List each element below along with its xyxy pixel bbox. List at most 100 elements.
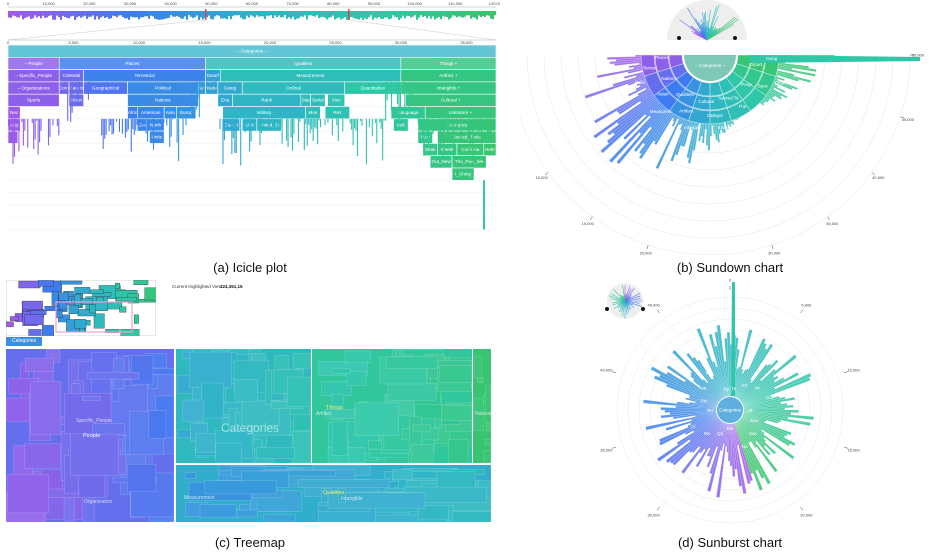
overview-bar <box>274 11 277 16</box>
overview-bar <box>250 11 253 16</box>
minimap-cell <box>96 296 104 303</box>
overview-bar <box>62 11 65 16</box>
icicle-label: Dwarf <box>207 73 220 78</box>
treemap-cell <box>473 397 484 431</box>
icicle-row: – Specific_People Celestial Terrestrial Dwa… <box>7 69 497 83</box>
overview-bar <box>160 11 163 20</box>
icicle-leaf <box>182 118 184 135</box>
icicle-leaf <box>314 118 316 128</box>
overview-bar <box>430 11 433 19</box>
icicle-leaf <box>280 118 282 127</box>
icicle-leaf <box>411 81 413 101</box>
overview-bar <box>418 11 421 18</box>
overview-bar <box>20 11 23 16</box>
minimap-cell <box>58 314 71 323</box>
overview-bar <box>340 11 343 20</box>
treemap-main[interactable] <box>6 349 491 522</box>
overview-bar <box>118 11 121 16</box>
icicle-leaf <box>308 118 310 125</box>
overview-bar <box>488 11 491 16</box>
sundown-center <box>684 55 736 81</box>
overview-bar <box>254 11 257 18</box>
detail-tick: 5,000 <box>68 40 79 45</box>
overview-bar <box>232 11 235 16</box>
sundown-tick-mark <box>827 216 831 221</box>
minimap-cell <box>6 321 14 327</box>
treemap-cell <box>177 429 191 438</box>
overview-bar <box>398 11 401 20</box>
icicle-leaf <box>297 118 299 143</box>
icicle-leaf <box>142 118 144 128</box>
sundown-root-label: – Categories – <box>695 63 725 68</box>
icicle-leaf <box>312 118 314 142</box>
icicle-label: Nec <box>10 110 19 115</box>
icicle-row: Out_New The_Five_We <box>429 155 487 169</box>
overview-bar <box>404 11 407 19</box>
icicle-leaf <box>438 118 440 148</box>
sundown-long-spike <box>750 55 920 63</box>
icicle-leaf <box>222 118 224 164</box>
overview-bar <box>12 11 15 16</box>
sunburst-mini-ray <box>610 293 626 302</box>
icicle-leaf <box>447 118 449 138</box>
sunburst-wedge <box>686 352 722 400</box>
treemap-cell <box>189 351 232 388</box>
overview-bar <box>294 11 297 20</box>
icicle-label: – Specific_People <box>15 73 52 78</box>
icicle-leaf <box>331 118 333 136</box>
overview-bar <box>240 11 243 18</box>
icicle-leaf <box>382 118 384 161</box>
icicle-label: Res <box>333 110 342 115</box>
sundown-ring <box>526 54 894 239</box>
icicle-leaf <box>126 118 128 132</box>
icicle-label: Indi <box>397 122 404 127</box>
treemap-cell <box>337 488 346 503</box>
overview-bar <box>174 11 177 17</box>
icicle-leaf <box>286 118 288 141</box>
overview-bar <box>50 11 53 16</box>
minimap-cell <box>59 280 83 285</box>
treemap-minimap[interactable] <box>6 280 156 336</box>
icicle-plot[interactable]: 0 10,000 20,000 30,000 40,000 50,000 60,000 70,… <box>0 0 504 255</box>
overview-bar <box>60 11 63 20</box>
sunburst-tick: 5,000 <box>801 302 812 307</box>
icicle-leaf <box>291 118 294 151</box>
sunburst-wedge <box>743 397 795 408</box>
icicle-leaf <box>337 118 339 141</box>
overview-bar <box>292 11 295 17</box>
icicle-label: Gar <box>138 122 146 127</box>
overview-bar <box>420 11 423 16</box>
overview-bar <box>10 11 13 18</box>
minimap-cell <box>133 280 149 285</box>
sunburst-wedge <box>706 422 726 468</box>
sunburst-label: Qu <box>717 431 724 436</box>
overview-bar <box>454 11 457 16</box>
overview-bar <box>400 11 403 19</box>
sundown-chart[interactable]: 05,00010,00015,00020,00025,00030,00035,0… <box>501 0 932 266</box>
sunburst-mini-handle-left <box>605 307 609 311</box>
icicle-label: Rank <box>261 98 272 103</box>
overview-bar <box>34 11 37 16</box>
overview-bar <box>468 11 471 16</box>
minimap-cell <box>93 313 105 329</box>
sunburst-wedge <box>739 359 779 401</box>
overview-bar <box>286 11 289 19</box>
overview-tick: 60,000 <box>246 1 259 6</box>
breadcrumb-categories[interactable]: Categories <box>6 337 43 346</box>
sunburst-tick-mark <box>611 371 616 374</box>
sunburst-chart[interactable]: 05,00010,00015,00020,00025,00030,00035,0… <box>560 278 932 543</box>
sundown-mini-ray <box>679 19 708 41</box>
icicle-leaf <box>36 118 38 121</box>
treemap-cell <box>448 439 469 464</box>
treemap-cell <box>392 469 413 480</box>
overview-bar <box>480 11 483 18</box>
icicle-leaf <box>10 118 13 126</box>
sunburst-wedge <box>650 366 718 404</box>
overview-bar <box>328 11 331 18</box>
sunburst-wedge <box>659 415 718 443</box>
icicle-leaf <box>170 118 172 137</box>
treemap-cell <box>185 472 196 479</box>
overview-bar <box>128 11 131 20</box>
sundown-tick-mark <box>544 172 549 176</box>
icicle-label: Language <box>398 110 419 115</box>
